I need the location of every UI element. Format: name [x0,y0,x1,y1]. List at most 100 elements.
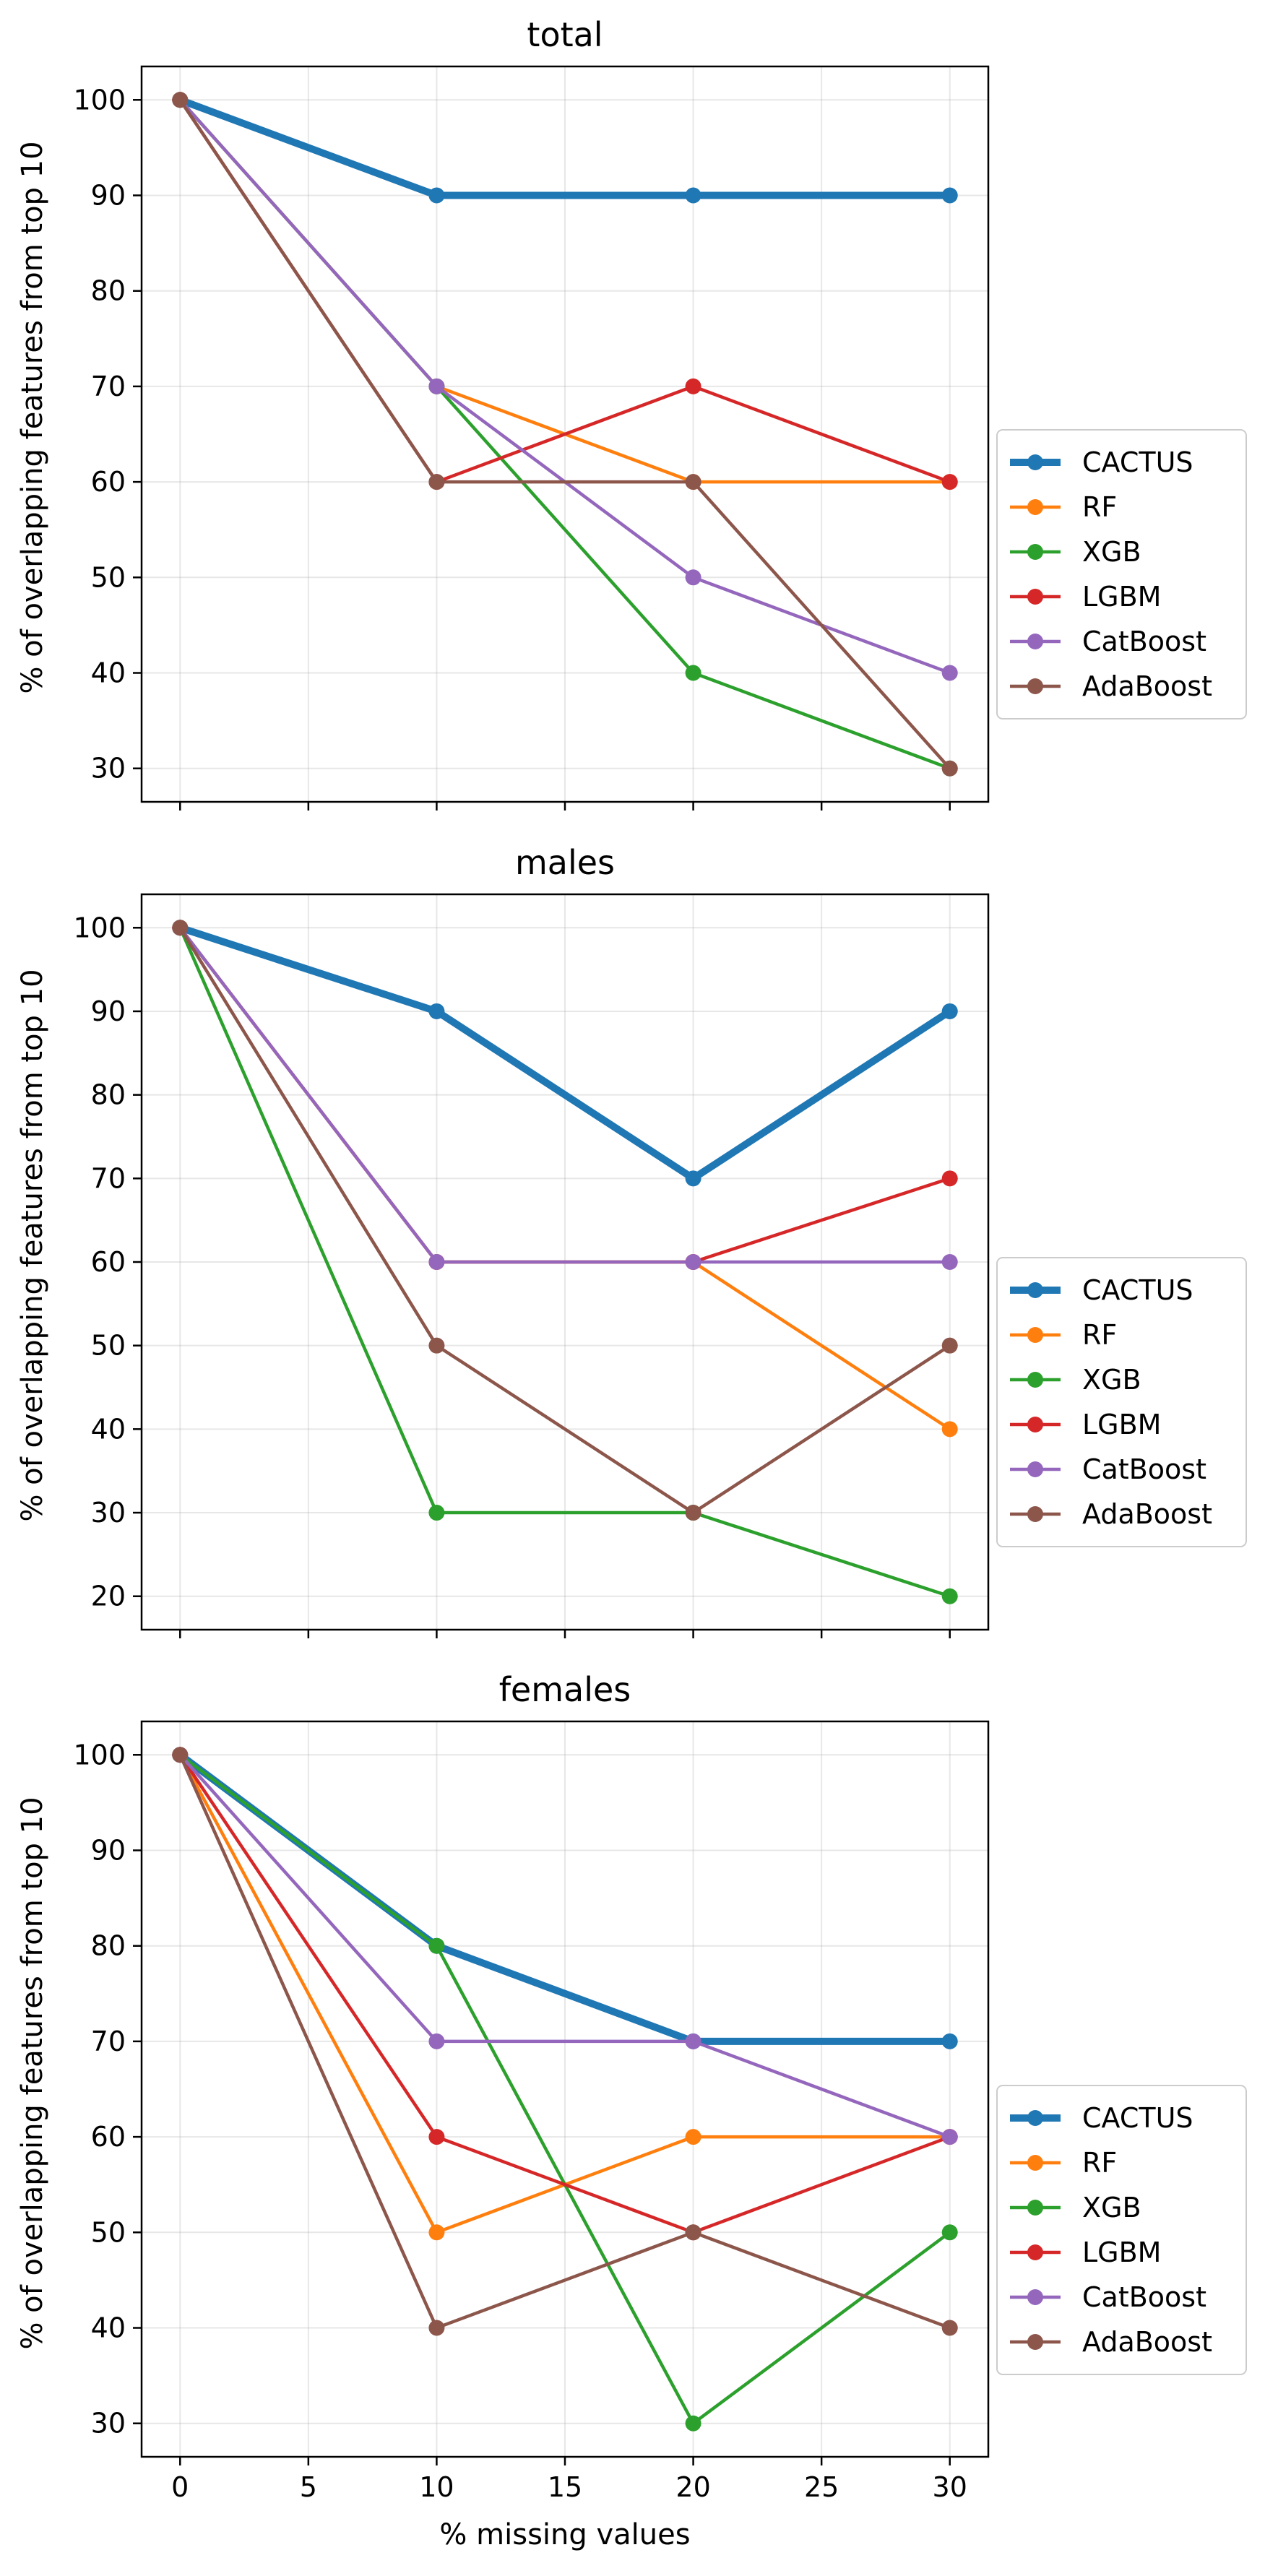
data-point-catboost [428,2033,445,2049]
data-point-catboost [685,2033,701,2049]
legend-marker-rf [1027,1327,1043,1343]
legend-marker-cactus [1027,454,1043,470]
legend-marker-xgb [1027,2200,1043,2216]
data-point-adaboost [685,474,701,490]
legend-label: CatBoost [1082,2281,1206,2313]
data-point-catboost [941,1254,958,1270]
data-point-xgb [685,665,701,681]
data-point-catboost [428,378,445,394]
data-point-catboost [941,2129,958,2145]
y-tick-label: 50 [91,561,126,593]
series-line-lgbm [178,1753,951,2234]
y-tick-label: 40 [91,1413,126,1445]
legend-label: CACTUS [1082,1274,1193,1306]
legend-marker-cactus [1027,1282,1043,1298]
y-tick-label: 40 [91,657,126,689]
x-axis-label: % missing values [439,2518,690,2551]
y-tick-label: 20 [91,1581,126,1612]
legend-marker-cactus [1027,2110,1043,2126]
legend-label: RF [1082,1319,1117,1351]
data-point-cactus [941,187,958,204]
plot-area [142,1721,988,2457]
y-tick-label: 60 [91,2121,126,2153]
legend-marker-adaboost [1027,678,1043,694]
panel-males: males % of overlapping features from top… [16,843,1247,1638]
series-line-cactus [176,96,954,199]
data-point-adaboost [685,1505,701,1521]
data-point-cactus [941,2033,958,2049]
x-tick-label: 25 [804,2471,839,2503]
data-point-lgbm [428,2129,445,2145]
legend-label: CatBoost [1082,1453,1206,1485]
data-point-adaboost [428,474,445,490]
legend-label: CACTUS [1082,446,1193,478]
data-point-xgb [685,2415,701,2432]
y-axis-label: % of overlapping features from top 10 [16,141,49,693]
y-tick-label: 60 [91,1246,126,1278]
y-tick-label: 50 [91,2216,126,2248]
legend-marker-lgbm [1027,2244,1043,2260]
legend-label: CACTUS [1082,2102,1193,2134]
legend-marker-catboost [1027,634,1043,649]
y-axis-label: % of overlapping features from top 10 [16,1797,49,2349]
data-point-catboost [941,665,958,681]
data-point-catboost [685,1254,701,1270]
data-point-xgb [428,1505,445,1521]
series-line-catboost [178,1753,951,2139]
legend-box [996,429,1247,719]
panel-title: total [527,15,603,54]
panel-females: females % of overlapping features from t… [16,1670,1247,2551]
data-point-adaboost [941,1337,958,1354]
data-point-adaboost [172,1747,189,1763]
data-point-rf [685,2129,701,2145]
x-tick-label: 10 [419,2471,454,2503]
y-tick-label: 30 [91,2408,126,2439]
legend-label: XGB [1082,536,1141,568]
y-tick-label: 90 [91,1834,126,1866]
legend-marker-lgbm [1027,1417,1043,1432]
legend-box [996,1257,1247,1547]
data-point-cactus [685,1170,701,1187]
data-point-adaboost [428,2320,445,2336]
series-line-adaboost [178,926,951,1515]
legend-label: CatBoost [1082,626,1206,657]
legend-label: RF [1082,491,1117,523]
y-tick-label: 60 [91,466,126,498]
y-tick-label: 50 [91,1330,126,1362]
data-point-adaboost [172,920,189,936]
legend-marker-adaboost [1027,2334,1043,2350]
x-tick-label: 15 [548,2471,582,2503]
x-tick-label: 30 [933,2471,967,2503]
panel-total: total % of overlapping features from top… [16,15,1247,811]
y-tick-label: 40 [91,2312,126,2344]
legend-marker-xgb [1027,1372,1043,1388]
legend-label: RF [1082,2147,1117,2179]
data-point-adaboost [685,2224,701,2241]
legend-label: XGB [1082,2192,1141,2223]
panel-title: females [499,1670,631,1709]
y-tick-label: 80 [91,275,126,307]
data-point-lgbm [685,378,701,394]
y-tick-label: 90 [91,995,126,1027]
y-tick-label: 80 [91,1079,126,1111]
legend-marker-adaboost [1027,1506,1043,1522]
y-tick-label: 30 [91,753,126,785]
legend-label: AdaBoost [1082,2326,1212,2358]
x-tick-label: 5 [300,2471,317,2503]
data-point-adaboost [172,92,189,108]
series-line-cactus [176,924,954,1183]
legend: CACTUS RF XGB LGBM CatBoost AdaBoost [996,2085,1247,2375]
y-tick-label: 100 [73,1739,126,1771]
data-point-lgbm [941,474,958,490]
data-point-cactus [941,1003,958,1019]
data-point-catboost [428,1254,445,1270]
y-tick-label: 100 [73,912,126,943]
data-point-xgb [941,2224,958,2241]
x-tick-label: 0 [171,2471,189,2503]
legend-marker-xgb [1027,544,1043,560]
data-point-lgbm [941,1170,958,1187]
series-line-adaboost [178,98,951,770]
data-point-xgb [428,1937,445,1954]
data-point-cactus [428,187,445,204]
